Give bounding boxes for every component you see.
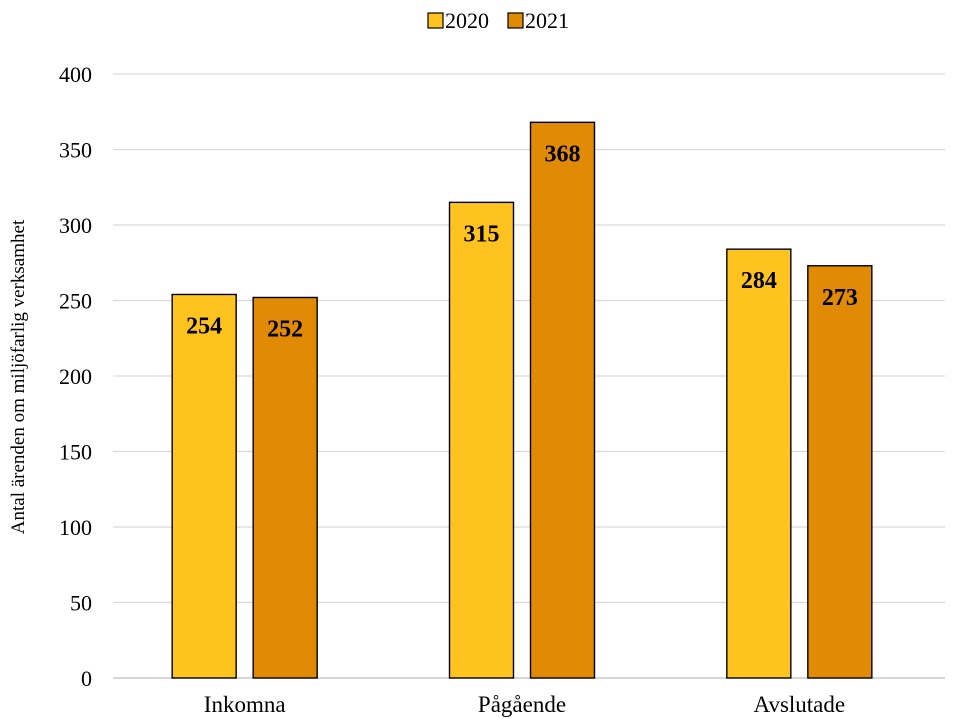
data-label-inkomna-2021: 252 [267, 316, 303, 342]
bar-inkomna-2020 [171, 293, 237, 679]
bar-avslutade-2020 [726, 248, 792, 679]
data-label-pågående-2020: 315 [464, 221, 500, 247]
data-label-avslutade-2021: 273 [822, 285, 858, 311]
legend-swatch-2021 [507, 12, 524, 29]
legend: 2020 2021 [427, 8, 569, 33]
y-tick-label-0: 0 [81, 666, 92, 691]
bar-pågående-2020 [448, 201, 515, 679]
bars [171, 121, 873, 679]
y-axis-ticks: 0 50 100 150 200 250 300 350 400 [59, 62, 92, 691]
legend-label-2020: 2020 [445, 8, 489, 33]
data-labels: 254 252 315 368 284 273 [186, 141, 858, 342]
x-category-pågående: Pågående [478, 692, 566, 717]
legend-swatch-2020 [427, 12, 444, 29]
y-tick-label-350: 350 [59, 138, 92, 163]
legend-label-2021: 2021 [525, 8, 569, 33]
y-tick-label-400: 400 [59, 62, 92, 87]
y-tick-label-250: 250 [59, 289, 92, 314]
bar-inkomna-2021 [252, 296, 318, 679]
bar-pågående-2021 [529, 121, 596, 679]
x-axis-categories: Inkomna Pågående Avslutade [204, 692, 845, 717]
y-tick-label-150: 150 [59, 440, 92, 465]
gridlines [113, 73, 945, 679]
x-category-avslutade: Avslutade [754, 692, 846, 717]
data-label-pågående-2021: 368 [545, 141, 581, 167]
bar-avslutade-2021 [807, 265, 873, 679]
y-axis-label: Antal ärenden om miljöfarlig verksamhet [8, 219, 29, 534]
y-tick-label-300: 300 [59, 213, 92, 238]
y-tick-label-50: 50 [70, 591, 92, 616]
y-tick-label-200: 200 [59, 364, 92, 389]
y-tick-label-100: 100 [59, 515, 92, 540]
data-label-inkomna-2020: 254 [186, 313, 222, 339]
data-label-avslutade-2020: 284 [741, 268, 777, 294]
x-category-inkomna: Inkomna [204, 692, 286, 717]
